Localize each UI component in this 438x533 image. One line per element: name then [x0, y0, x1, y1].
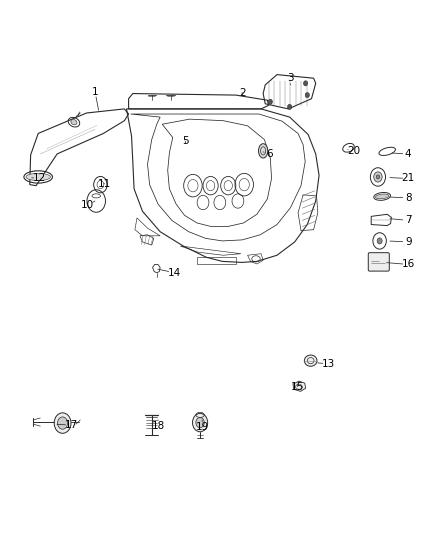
Text: 19: 19 [195, 422, 209, 432]
Circle shape [304, 81, 308, 86]
Circle shape [376, 175, 380, 179]
Circle shape [268, 99, 272, 104]
Circle shape [287, 104, 292, 109]
Text: 2: 2 [239, 87, 245, 98]
Text: 10: 10 [81, 200, 94, 210]
Text: 4: 4 [405, 149, 412, 159]
Circle shape [193, 414, 208, 432]
Ellipse shape [26, 173, 50, 181]
Ellipse shape [304, 355, 317, 366]
Text: 20: 20 [347, 146, 360, 156]
Ellipse shape [375, 194, 389, 199]
Circle shape [377, 238, 382, 244]
Text: 9: 9 [405, 237, 412, 247]
Text: 21: 21 [402, 173, 415, 183]
Circle shape [54, 413, 71, 433]
Text: 8: 8 [405, 193, 412, 203]
Ellipse shape [71, 119, 77, 125]
Circle shape [196, 417, 204, 427]
Text: 16: 16 [402, 260, 415, 270]
Text: 5: 5 [182, 136, 189, 146]
Ellipse shape [258, 144, 268, 158]
Text: 1: 1 [92, 86, 98, 96]
Text: 12: 12 [32, 173, 46, 183]
Text: 7: 7 [405, 215, 412, 225]
Text: 11: 11 [98, 179, 111, 189]
Circle shape [57, 417, 67, 429]
FancyBboxPatch shape [368, 253, 389, 271]
Text: 18: 18 [152, 421, 165, 431]
Text: 6: 6 [266, 149, 273, 159]
Text: 13: 13 [321, 359, 335, 369]
Text: 17: 17 [64, 420, 78, 430]
Text: 14: 14 [167, 268, 180, 278]
Circle shape [305, 93, 309, 98]
Polygon shape [293, 381, 306, 391]
Text: 15: 15 [290, 382, 304, 392]
Circle shape [374, 172, 382, 182]
Text: 3: 3 [287, 73, 294, 83]
